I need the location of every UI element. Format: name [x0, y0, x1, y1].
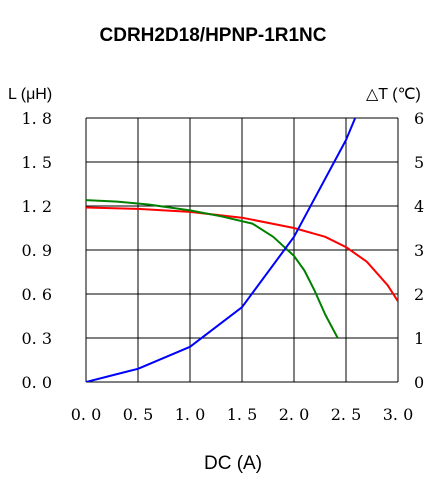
- series-line-2: [86, 199, 339, 339]
- y-tick-left-label: 0. 0: [21, 373, 52, 392]
- x-axis-label: DC (A): [204, 453, 262, 474]
- x-tick-label: 0. 5: [123, 405, 154, 424]
- x-tick-label: 3. 0: [383, 405, 414, 424]
- x-tick-label: 1. 5: [227, 405, 258, 424]
- y-tick-right-label: 6: [414, 109, 424, 128]
- y-tick-left-label: 1. 2: [21, 197, 52, 216]
- x-tick-label: 0. 0: [71, 405, 102, 424]
- y-tick-left-label: 0. 6: [21, 285, 52, 304]
- y-tick-right-label: 0: [414, 373, 424, 392]
- y-axis-left-label: L (μH): [8, 86, 52, 103]
- series-line-3: [86, 118, 357, 382]
- x-tick-label: 2. 0: [279, 405, 310, 424]
- y-tick-right-label: 1: [414, 329, 424, 348]
- x-tick-label: 1. 0: [175, 405, 206, 424]
- y-tick-right-label: 4: [414, 197, 424, 216]
- x-tick-label: 2. 5: [331, 405, 362, 424]
- y-tick-left-label: 1. 5: [21, 153, 52, 172]
- chart-title: CDRH2D18/HPNP-1R1NC: [100, 25, 327, 46]
- series-line-1: [86, 206, 398, 302]
- y-tick-right-label: 5: [414, 153, 424, 172]
- y-tick-left-label: 0. 3: [21, 329, 52, 348]
- y-axis-right-label: △T (℃): [366, 86, 421, 103]
- y-tick-right-label: 3: [414, 241, 424, 260]
- y-tick-left-label: 0. 9: [21, 241, 52, 260]
- y-tick-left-label: 1. 8: [21, 109, 52, 128]
- y-tick-right-label: 2: [414, 285, 424, 304]
